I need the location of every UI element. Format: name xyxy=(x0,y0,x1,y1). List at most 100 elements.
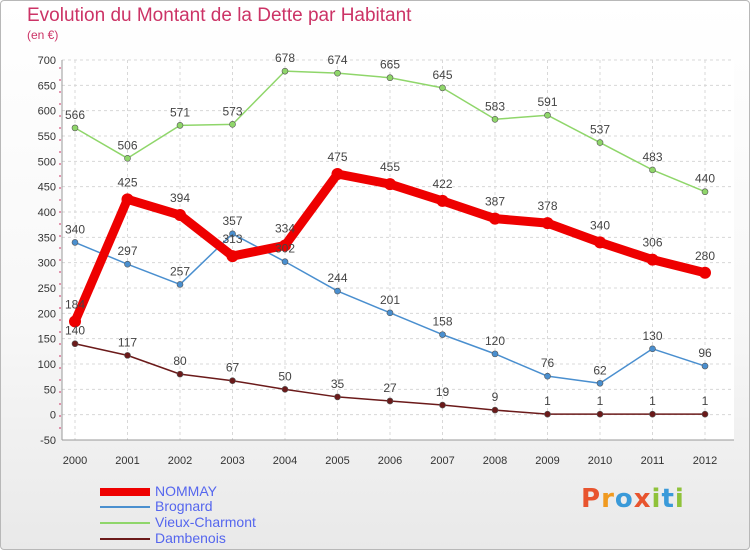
x-tick-label: 2008 xyxy=(483,455,507,467)
data-label-vieux-charmont: 506 xyxy=(117,138,137,152)
data-point-vieux-charmont xyxy=(544,111,551,119)
x-tick-label: 2006 xyxy=(378,455,402,467)
data-point-brognard xyxy=(386,309,394,317)
x-tick-label: 2007 xyxy=(430,455,454,467)
y-tick-label: -50 xyxy=(40,435,56,447)
data-point-brognard xyxy=(439,331,446,338)
legend-label-nommay: NOMMAY xyxy=(155,483,217,499)
legend-swatch-nommay xyxy=(100,488,150,496)
data-point-vieux-charmont xyxy=(596,139,604,146)
data-point-nommay xyxy=(279,239,291,252)
x-tick-label: 2002 xyxy=(168,455,192,467)
data-label-nommay: 340 xyxy=(590,218,610,232)
data-label-dambenois: 1 xyxy=(597,394,604,408)
data-point-brognard xyxy=(176,281,184,288)
data-point-dambenois xyxy=(596,410,604,418)
data-label-vieux-charmont: 573 xyxy=(222,104,242,118)
x-tick-label: 2004 xyxy=(273,455,297,467)
y-tick-label: 500 xyxy=(38,156,56,168)
data-point-vieux-charmont xyxy=(229,121,236,128)
data-label-vieux-charmont: 583 xyxy=(485,99,505,113)
data-label-brognard: 96 xyxy=(698,346,712,360)
data-label-nommay: 378 xyxy=(537,199,557,213)
x-tick-label: 2011 xyxy=(641,455,665,467)
data-label-dambenois: 9 xyxy=(492,390,499,404)
logo-letter: t xyxy=(661,484,675,514)
data-label-brognard: 62 xyxy=(593,363,607,377)
data-point-vieux-charmont xyxy=(71,124,79,132)
data-point-brognard xyxy=(491,350,499,358)
logo-letter: o xyxy=(614,484,634,514)
x-tick-label: 2009 xyxy=(535,455,559,467)
data-label-vieux-charmont: 566 xyxy=(65,108,85,122)
data-point-nommay xyxy=(121,193,134,206)
legend-label-vieux-charmont: Vieux-Charmont xyxy=(155,514,256,530)
legend-label-dambenois: Dambenois xyxy=(155,530,226,546)
legend-swatch-vieux-charmont xyxy=(100,522,150,524)
y-tick-label: 700 xyxy=(38,55,56,67)
legend-item-dambenois: Dambenois xyxy=(100,530,300,547)
y-tick-label: 600 xyxy=(38,106,56,118)
data-label-vieux-charmont: 678 xyxy=(275,51,295,65)
logo-letter: P xyxy=(581,484,602,514)
data-point-nommay xyxy=(384,178,396,191)
data-point-nommay xyxy=(699,266,711,279)
data-point-dambenois xyxy=(649,410,656,418)
legend-label-brognard: Brognard xyxy=(155,498,213,514)
data-label-brognard: 120 xyxy=(485,334,505,348)
data-label-vieux-charmont: 645 xyxy=(432,68,452,82)
data-point-dambenois xyxy=(71,340,79,348)
data-label-dambenois: 50 xyxy=(278,369,292,383)
data-label-nommay: 184 xyxy=(65,297,85,311)
data-label-dambenois: 19 xyxy=(436,385,450,399)
data-label-brognard: 297 xyxy=(117,244,137,258)
data-label-vieux-charmont: 571 xyxy=(170,105,190,119)
data-label-nommay: 306 xyxy=(642,236,662,250)
data-point-dambenois xyxy=(124,352,131,359)
y-tick-label: 250 xyxy=(38,283,56,295)
data-point-nommay xyxy=(331,168,344,180)
data-point-dambenois xyxy=(491,406,499,414)
data-label-brognard: 130 xyxy=(642,329,662,343)
data-point-nommay xyxy=(541,217,554,230)
data-point-vieux-charmont xyxy=(701,188,709,196)
data-label-nommay: 475 xyxy=(327,150,347,164)
data-label-dambenois: 27 xyxy=(383,381,397,395)
data-label-vieux-charmont: 483 xyxy=(642,150,662,164)
y-tick-label: 100 xyxy=(38,359,56,371)
data-point-vieux-charmont xyxy=(334,69,341,77)
logo-letter: r xyxy=(601,484,615,514)
y-tick-label: 450 xyxy=(38,182,56,194)
logo-letter: i xyxy=(651,484,662,514)
data-label-dambenois: 117 xyxy=(118,335,137,349)
data-label-brognard: 302 xyxy=(275,242,295,256)
legend-item-vieux-charmont: Vieux-Charmont xyxy=(100,514,300,531)
data-label-dambenois: 140 xyxy=(65,324,85,338)
data-label-brognard: 357 xyxy=(222,214,242,228)
data-label-brognard: 257 xyxy=(170,264,190,278)
legend-item-nommay: NOMMAY xyxy=(100,483,300,500)
data-label-vieux-charmont: 665 xyxy=(380,58,400,72)
data-point-vieux-charmont xyxy=(386,74,394,82)
data-point-brognard xyxy=(596,379,604,387)
data-label-brognard: 244 xyxy=(327,271,347,285)
proxiti-logo: Proxiti xyxy=(581,484,685,514)
data-label-nommay: 313 xyxy=(222,232,242,246)
data-point-vieux-charmont xyxy=(491,115,499,123)
x-tick-label: 2000 xyxy=(63,455,87,467)
data-label-nommay: 394 xyxy=(170,191,190,205)
chart-title: Evolution du Montant de la Dette par Hab… xyxy=(27,5,412,26)
data-point-nommay xyxy=(226,250,239,263)
data-point-brognard xyxy=(334,287,341,295)
data-label-nommay: 334 xyxy=(275,221,295,235)
data-point-vieux-charmont xyxy=(281,67,289,75)
data-label-dambenois: 1 xyxy=(544,394,551,408)
x-tick-label: 2003 xyxy=(220,455,244,467)
data-point-vieux-charmont xyxy=(649,166,656,174)
data-label-dambenois: 80 xyxy=(173,354,187,368)
data-point-nommay xyxy=(489,212,501,225)
data-point-dambenois xyxy=(439,401,446,409)
data-label-brognard: 158 xyxy=(432,315,452,329)
data-label-vieux-charmont: 674 xyxy=(327,53,347,67)
